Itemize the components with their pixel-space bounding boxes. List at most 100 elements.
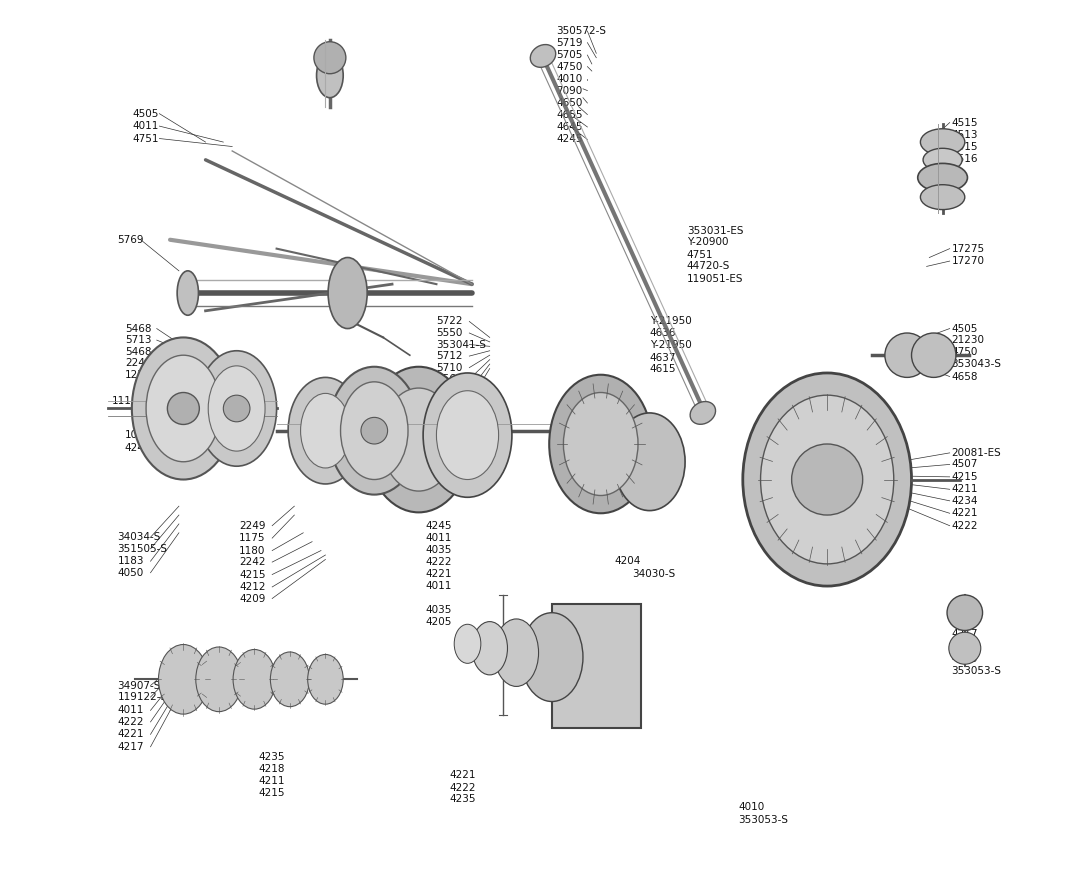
Text: 17270: 17270 bbox=[951, 256, 985, 266]
Text: 4011: 4011 bbox=[132, 121, 160, 131]
Text: 4010: 4010 bbox=[738, 802, 765, 813]
Text: 4215: 4215 bbox=[951, 641, 978, 652]
Text: 4645: 4645 bbox=[556, 122, 583, 132]
Text: 4211: 4211 bbox=[258, 775, 286, 786]
Text: 4513: 4513 bbox=[951, 130, 978, 140]
Ellipse shape bbox=[923, 148, 962, 171]
Text: 4611: 4611 bbox=[614, 405, 641, 416]
Text: 5722: 5722 bbox=[437, 316, 463, 327]
Text: 119122-ES: 119122-ES bbox=[117, 692, 174, 702]
Text: 5712: 5712 bbox=[437, 351, 463, 361]
Text: 34030-S: 34030-S bbox=[632, 568, 675, 579]
Text: 350572-S: 350572-S bbox=[556, 26, 606, 36]
Ellipse shape bbox=[885, 333, 930, 377]
Text: 4222: 4222 bbox=[450, 782, 477, 793]
Ellipse shape bbox=[328, 258, 367, 329]
Text: 353031-ES: 353031-ES bbox=[686, 226, 743, 236]
Text: 2248: 2248 bbox=[125, 358, 151, 369]
Ellipse shape bbox=[550, 375, 653, 513]
Ellipse shape bbox=[792, 444, 862, 515]
Text: Y-4607: Y-4607 bbox=[614, 429, 649, 440]
Text: 350509-ES: 350509-ES bbox=[426, 459, 482, 470]
Text: 4605: 4605 bbox=[417, 430, 443, 440]
Text: 4234: 4234 bbox=[951, 496, 978, 506]
Ellipse shape bbox=[159, 645, 209, 714]
Text: 34032-S: 34032-S bbox=[426, 484, 469, 495]
Ellipse shape bbox=[564, 392, 637, 496]
Text: 4035: 4035 bbox=[426, 605, 452, 615]
Text: 4050: 4050 bbox=[117, 567, 144, 578]
Ellipse shape bbox=[949, 632, 981, 664]
Text: 4221: 4221 bbox=[450, 770, 477, 781]
Ellipse shape bbox=[270, 652, 310, 707]
Text: 4215: 4215 bbox=[239, 569, 266, 580]
Text: 4215: 4215 bbox=[258, 788, 286, 798]
Ellipse shape bbox=[233, 649, 276, 710]
Text: 4222: 4222 bbox=[951, 520, 978, 531]
Text: 4515: 4515 bbox=[951, 117, 978, 128]
Text: 4221: 4221 bbox=[951, 508, 978, 519]
Text: 44720-S: 44720-S bbox=[686, 261, 730, 272]
Bar bbox=[552, 604, 641, 728]
Text: 4204: 4204 bbox=[614, 556, 641, 567]
Ellipse shape bbox=[424, 373, 512, 497]
Text: 4615: 4615 bbox=[649, 364, 677, 375]
Text: 4505: 4505 bbox=[132, 108, 160, 119]
Ellipse shape bbox=[521, 613, 583, 702]
Text: 4217: 4217 bbox=[951, 629, 978, 639]
Ellipse shape bbox=[921, 185, 964, 210]
Text: 34034-S: 34034-S bbox=[117, 532, 161, 543]
Text: 2249: 2249 bbox=[239, 520, 266, 531]
Text: 4025: 4025 bbox=[951, 654, 977, 664]
Text: 1184: 1184 bbox=[135, 400, 161, 411]
Text: 1180: 1180 bbox=[239, 545, 266, 556]
Text: Y-20900: Y-20900 bbox=[686, 237, 729, 248]
Text: 4209: 4209 bbox=[614, 466, 641, 477]
Text: 1225: 1225 bbox=[125, 369, 151, 380]
Ellipse shape bbox=[437, 391, 498, 480]
Text: 353041-S: 353041-S bbox=[437, 339, 487, 350]
Text: 4217: 4217 bbox=[117, 741, 144, 752]
Ellipse shape bbox=[911, 333, 956, 377]
Text: 4010: 4010 bbox=[556, 74, 582, 84]
Ellipse shape bbox=[947, 595, 983, 630]
Text: 4235: 4235 bbox=[614, 454, 641, 464]
Text: Y-21950: Y-21950 bbox=[649, 340, 692, 351]
Text: 4221: 4221 bbox=[117, 729, 144, 740]
Text: 7090: 7090 bbox=[556, 85, 582, 96]
Ellipse shape bbox=[146, 355, 220, 462]
Text: 4035: 4035 bbox=[426, 544, 452, 555]
Text: 21230: 21230 bbox=[951, 335, 985, 345]
Text: 5719: 5719 bbox=[556, 37, 583, 48]
Text: 1107: 1107 bbox=[135, 414, 161, 424]
Text: 1115: 1115 bbox=[112, 396, 138, 407]
Text: 4222: 4222 bbox=[117, 717, 144, 727]
Text: 4750: 4750 bbox=[951, 346, 977, 357]
Ellipse shape bbox=[316, 53, 343, 98]
Text: 2242: 2242 bbox=[239, 557, 266, 567]
Text: 5705: 5705 bbox=[556, 50, 583, 60]
Ellipse shape bbox=[361, 417, 388, 444]
Ellipse shape bbox=[690, 401, 716, 424]
Text: 353053-S: 353053-S bbox=[738, 814, 788, 825]
Ellipse shape bbox=[494, 619, 539, 686]
Ellipse shape bbox=[921, 129, 964, 155]
Ellipse shape bbox=[177, 271, 199, 315]
Ellipse shape bbox=[301, 393, 351, 468]
Text: 4235: 4235 bbox=[450, 794, 477, 805]
Text: 4211: 4211 bbox=[951, 484, 978, 495]
Text: 4212: 4212 bbox=[239, 582, 266, 592]
Ellipse shape bbox=[743, 373, 911, 586]
Ellipse shape bbox=[472, 622, 507, 675]
Ellipse shape bbox=[760, 395, 894, 564]
Text: 4751: 4751 bbox=[426, 472, 452, 482]
Text: 4751: 4751 bbox=[686, 250, 714, 260]
Text: 4636: 4636 bbox=[649, 328, 677, 338]
Text: 4750: 4750 bbox=[556, 61, 583, 72]
Text: E93A-4607: E93A-4607 bbox=[614, 441, 671, 452]
Ellipse shape bbox=[307, 654, 343, 704]
Text: 4011: 4011 bbox=[426, 581, 452, 591]
Text: 353053-S: 353053-S bbox=[951, 666, 1001, 677]
Text: 20081-ES: 20081-ES bbox=[951, 448, 1001, 458]
Ellipse shape bbox=[209, 366, 265, 451]
